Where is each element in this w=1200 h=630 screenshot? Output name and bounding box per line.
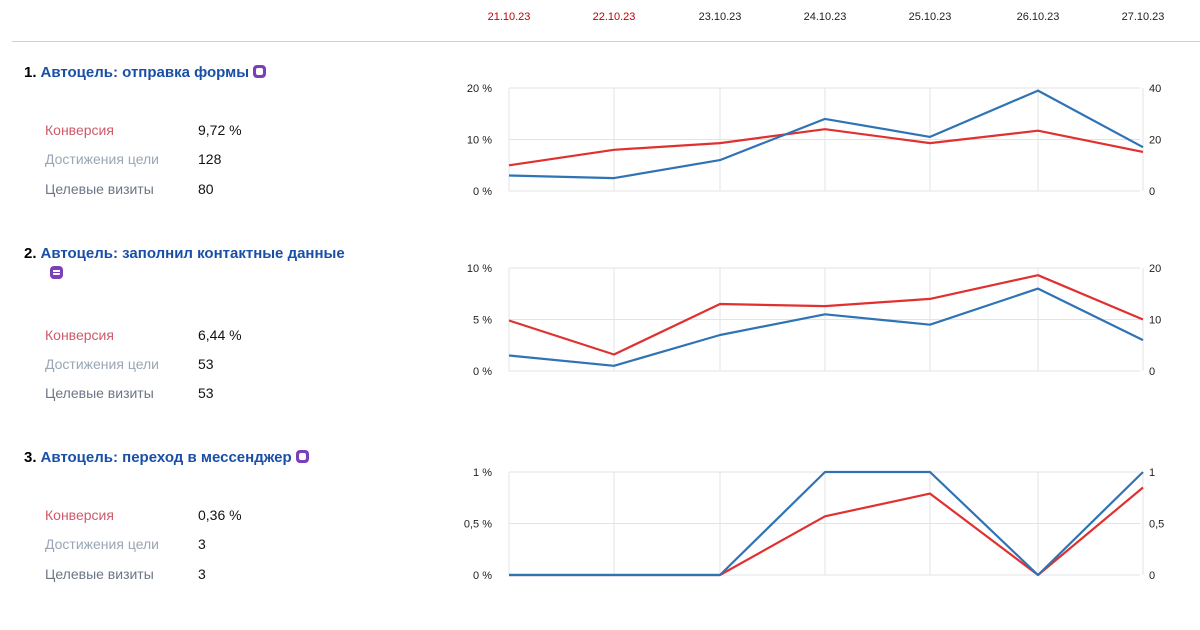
right-axis-tick-label: 40 xyxy=(1149,83,1161,95)
right-axis-tick-label: 20 xyxy=(1149,263,1161,275)
goal-number: 3. xyxy=(24,449,37,466)
left-axis-tick-label: 5 % xyxy=(473,315,492,327)
metric-value: 128 xyxy=(198,151,222,167)
left-axis-tick-label: 0 % xyxy=(473,186,492,198)
date-label: 24.10.23 xyxy=(803,11,847,23)
left-axis-tick-label: 0,5 % xyxy=(464,519,492,531)
metric-value: 0,36 % xyxy=(198,507,242,523)
right-axis-tick-label: 0 xyxy=(1149,186,1155,198)
date-label: 26.10.23 xyxy=(1016,11,1060,23)
right-axis-tick-label: 0,5 xyxy=(1149,519,1164,531)
left-axis-tick-label: 0 % xyxy=(473,366,492,378)
conversion-series-line xyxy=(509,486,1144,577)
metric-label: Целевые визиты xyxy=(45,566,154,582)
left-axis-tick-label: 10 % xyxy=(467,135,492,147)
goal-number: 1. xyxy=(24,64,37,81)
metric-label: Достижения цели xyxy=(45,356,160,372)
conversion-series-line xyxy=(508,274,1144,356)
conversion-chart: 1 % 0,5 % 0 % 1 0,5 0 xyxy=(464,467,1164,582)
metric-label: Целевые визиты xyxy=(45,181,154,197)
right-axis-tick-label: 10 xyxy=(1149,315,1161,327)
right-axis-tick-label: 20 xyxy=(1149,135,1161,147)
goal-number: 2. xyxy=(24,245,37,262)
goal-name-link[interactable]: Автоцель: отправка формы xyxy=(40,64,250,81)
left-axis-tick-label: 0 % xyxy=(473,570,492,582)
metric-value: 53 xyxy=(198,356,214,372)
document-icon xyxy=(253,65,267,78)
metric-value: 3 xyxy=(198,536,206,552)
metric-label: Конверсия xyxy=(45,507,114,523)
date-label: 21.10.23 xyxy=(487,11,531,23)
metric-value: 53 xyxy=(198,385,214,401)
metric-value: 6,44 % xyxy=(198,327,242,343)
goal-name-link[interactable]: Автоцель: заполнил контактные данные xyxy=(40,245,345,262)
form-icon xyxy=(50,266,63,279)
date-axis-line xyxy=(12,41,1200,42)
left-axis-tick-label: 1 % xyxy=(473,467,492,479)
date-label: 22.10.23 xyxy=(592,11,636,23)
achievements-series-line xyxy=(508,287,1144,367)
left-axis-tick-label: 20 % xyxy=(467,83,492,95)
metric-label: Конверсия xyxy=(45,122,114,138)
metric-label: Достижения цели xyxy=(45,151,160,167)
chat-icon xyxy=(295,450,309,463)
goal-name-link[interactable]: Автоцель: переход в мессенджер xyxy=(40,449,292,466)
conversion-series-line xyxy=(508,128,1144,167)
conversion-chart: 10 % 5 % 0 % 20 10 0 xyxy=(467,263,1161,378)
metric-value: 80 xyxy=(198,181,214,197)
goal-title[interactable]: 3. Автоцель: переход в мессенджер xyxy=(24,448,384,468)
date-label: 25.10.23 xyxy=(908,11,952,23)
date-label: 27.10.23 xyxy=(1121,11,1165,23)
metric-value: 3 xyxy=(198,566,206,582)
metric-label: Конверсия xyxy=(45,327,114,343)
goal-title[interactable]: 2. Автоцель: заполнил контактные данные xyxy=(24,244,384,284)
right-axis-tick-label: 1 xyxy=(1149,467,1155,479)
conversion-chart: 20 % 10 % 0 % 40 20 0 xyxy=(467,83,1161,198)
date-label: 23.10.23 xyxy=(698,11,742,23)
right-axis-tick-label: 0 xyxy=(1149,366,1155,378)
metric-value: 9,72 % xyxy=(198,122,242,138)
goal-title[interactable]: 1. Автоцель: отправка формы xyxy=(24,63,384,83)
achievements-series-line xyxy=(509,470,1144,577)
left-axis-tick-label: 10 % xyxy=(467,263,492,275)
metric-label: Целевые визиты xyxy=(45,385,154,401)
achievements-series-line xyxy=(508,89,1144,180)
metric-label: Достижения цели xyxy=(45,536,160,552)
date-axis: 21.10.23 22.10.23 23.10.23 24.10.23 25.10.23… xyxy=(0,0,1200,45)
right-axis-tick-label: 0 xyxy=(1149,570,1155,582)
